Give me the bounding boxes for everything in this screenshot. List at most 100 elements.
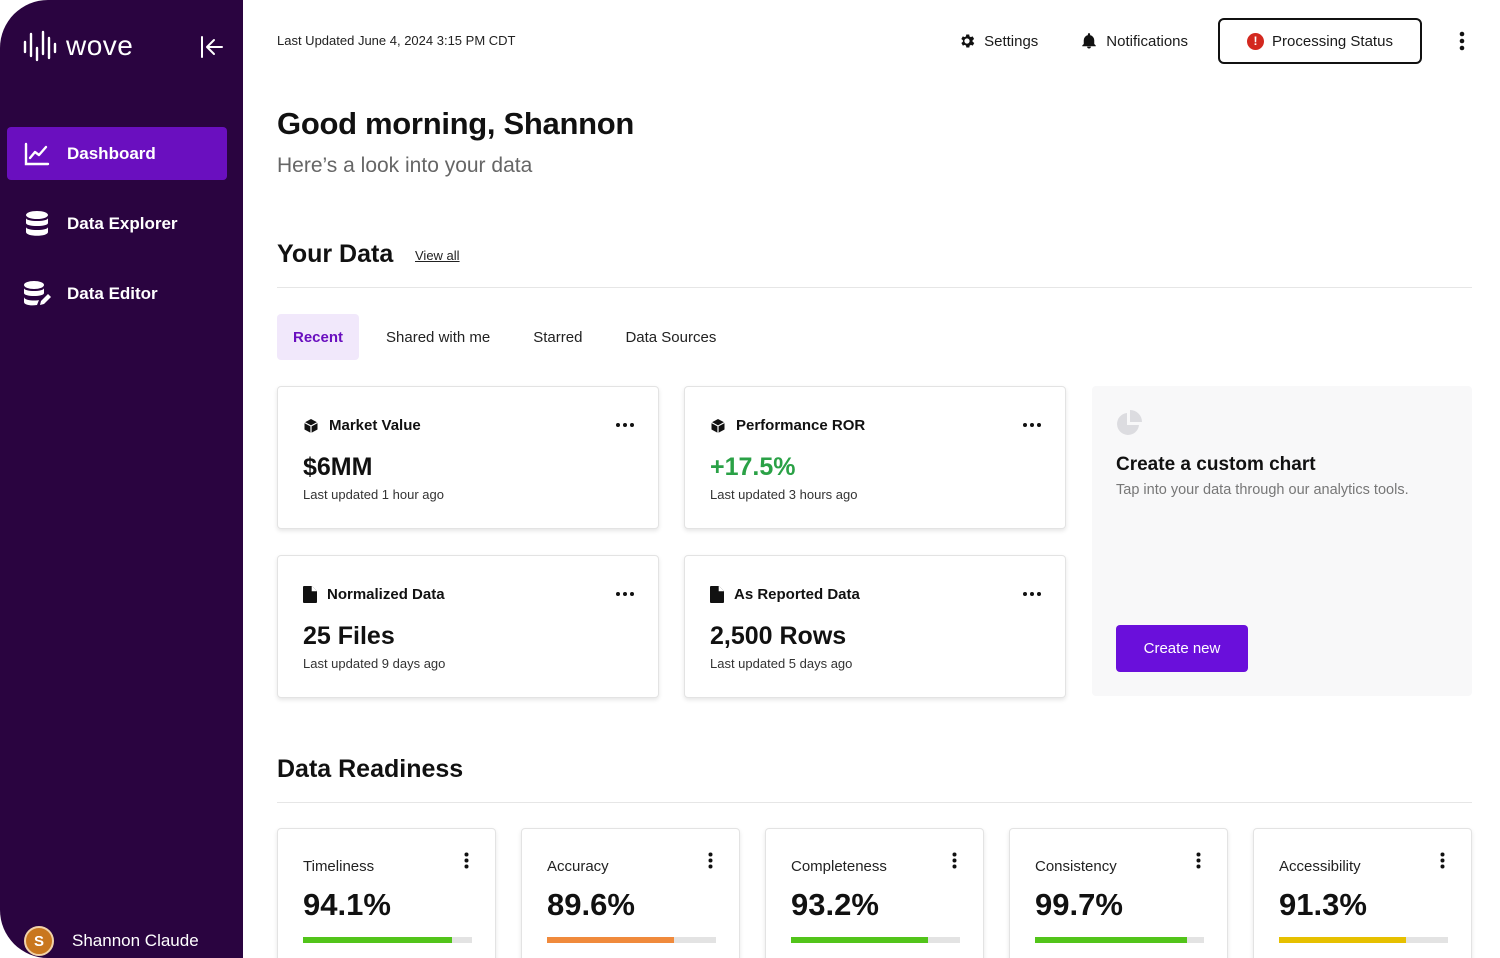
- card-value: 25 Files: [303, 622, 395, 650]
- card-title: Normalized Data: [327, 586, 445, 603]
- bell-icon: [1082, 33, 1097, 49]
- more-horizontal-icon[interactable]: [1021, 584, 1043, 604]
- topbar-actions: Settings Notifications ! Processing Stat…: [958, 18, 1472, 64]
- pie-chart-icon: [1117, 410, 1142, 435]
- file-icon: [710, 586, 724, 603]
- card-header: Market Value: [303, 417, 421, 434]
- more-vertical-icon[interactable]: [1189, 849, 1207, 871]
- custom-chart-title: Create a custom chart: [1116, 454, 1316, 475]
- create-new-button[interactable]: Create new: [1116, 625, 1248, 672]
- card-updated-text: Last updated 5 days ago: [710, 656, 853, 671]
- data-tabs: Recent Shared with me Starred Data Sourc…: [277, 314, 743, 360]
- progress-track: [547, 937, 716, 943]
- progress-fill: [1279, 937, 1406, 943]
- card-header: As Reported Data: [710, 586, 860, 603]
- wove-logo-icon: [23, 30, 57, 62]
- sidebar: wove Dashboard Da: [0, 0, 243, 958]
- card-value: $6MM: [303, 453, 373, 481]
- metric-value: 93.2%: [791, 887, 879, 922]
- sidebar-item-label: Dashboard: [67, 143, 156, 163]
- gear-icon: [961, 34, 975, 48]
- sidebar-item-data-editor[interactable]: Data Editor: [7, 267, 227, 320]
- collapse-sidebar-icon[interactable]: [198, 34, 226, 60]
- your-data-heading: Your Data: [277, 240, 394, 268]
- metric-label: Completeness: [791, 858, 887, 875]
- more-vertical-icon[interactable]: [457, 849, 475, 871]
- card-updated-text: Last updated 1 hour ago: [303, 487, 444, 502]
- progress-fill: [791, 937, 928, 943]
- progress-fill: [1035, 937, 1188, 943]
- data-card-normalized-data[interactable]: Normalized Data 25 Files Last updated 9 …: [277, 555, 659, 698]
- tab-shared-with-me[interactable]: Shared with me: [386, 328, 491, 346]
- metric-card-timeliness[interactable]: Timeliness 94.1%: [277, 828, 496, 958]
- file-icon: [303, 586, 317, 603]
- metric-card-completeness[interactable]: Completeness 93.2%: [765, 828, 984, 958]
- processing-status-label: Processing Status: [1272, 32, 1393, 50]
- card-title: Market Value: [329, 417, 421, 434]
- last-updated-text: Last Updated June 4, 2024 3:15 PM CDT: [277, 33, 516, 48]
- settings-label: Settings: [984, 32, 1039, 50]
- progress-track: [791, 937, 960, 943]
- more-vertical-icon[interactable]: [1433, 849, 1451, 871]
- sidebar-item-data-explorer[interactable]: Data Explorer: [7, 197, 227, 250]
- card-value: 2,500 Rows: [710, 622, 847, 650]
- custom-chart-subtitle: Tap into your data through our analytics…: [1116, 482, 1409, 498]
- metric-label: Timeliness: [303, 858, 375, 875]
- user-name: Shannon Claude: [72, 931, 199, 950]
- database-icon: [23, 210, 51, 238]
- processing-status-button[interactable]: ! Processing Status: [1218, 18, 1422, 64]
- metric-value: 89.6%: [547, 887, 635, 922]
- metric-label: Consistency: [1035, 858, 1117, 875]
- data-card-performance-ror[interactable]: Performance ROR +17.5% Last updated 3 ho…: [684, 386, 1066, 529]
- progress-fill: [303, 937, 452, 943]
- card-value: +17.5%: [710, 453, 796, 481]
- metric-label: Accessibility: [1279, 858, 1361, 875]
- database-edit-icon: [23, 280, 51, 308]
- sidebar-item-label: Data Explorer: [67, 213, 178, 233]
- more-horizontal-icon[interactable]: [1021, 415, 1043, 435]
- page-subtitle: Here’s a look into your data: [277, 154, 533, 177]
- line-chart-icon: [23, 140, 51, 168]
- metric-value: 94.1%: [303, 887, 391, 922]
- metric-card-accessibility[interactable]: Accessibility 91.3%: [1253, 828, 1472, 958]
- more-vertical-icon[interactable]: [701, 849, 719, 871]
- notifications-button[interactable]: Notifications: [1080, 32, 1188, 50]
- card-header: Normalized Data: [303, 586, 445, 603]
- brand[interactable]: wove: [22, 26, 133, 66]
- progress-track: [303, 937, 472, 943]
- card-title: As Reported Data: [734, 586, 860, 603]
- page-title: Good morning, Shannon: [277, 106, 635, 141]
- card-updated-text: Last updated 3 hours ago: [710, 487, 858, 502]
- settings-button[interactable]: Settings: [958, 32, 1038, 50]
- tab-recent[interactable]: Recent: [277, 314, 360, 360]
- user-profile[interactable]: S Shannon Claude: [24, 926, 199, 956]
- tab-data-sources[interactable]: Data Sources: [625, 328, 717, 346]
- metric-card-consistency[interactable]: Consistency 99.7%: [1009, 828, 1228, 958]
- divider: [277, 287, 1472, 288]
- data-readiness-heading: Data Readiness: [277, 755, 464, 783]
- more-vertical-icon[interactable]: [945, 849, 963, 871]
- more-options-icon[interactable]: [1452, 26, 1472, 56]
- brand-name: wove: [66, 30, 134, 61]
- tab-starred[interactable]: Starred: [533, 328, 583, 346]
- view-all-link[interactable]: View all: [415, 248, 460, 263]
- data-card-market-value[interactable]: Market Value $6MM Last updated 1 hour ag…: [277, 386, 659, 529]
- metric-value: 99.7%: [1035, 887, 1123, 922]
- alert-icon: !: [1247, 32, 1265, 50]
- progress-track: [1035, 937, 1204, 943]
- metric-card-accuracy[interactable]: Accuracy 89.6%: [521, 828, 740, 958]
- metric-label: Accuracy: [547, 858, 609, 875]
- data-card-as-reported-data[interactable]: As Reported Data 2,500 Rows Last updated…: [684, 555, 1066, 698]
- notifications-label: Notifications: [1106, 32, 1188, 50]
- cube-icon: [304, 418, 318, 433]
- sidebar-nav: Dashboard Data Explorer Dat: [7, 127, 227, 337]
- card-header: Performance ROR: [710, 417, 865, 434]
- avatar: S: [24, 926, 54, 956]
- metric-value: 91.3%: [1279, 887, 1367, 922]
- more-horizontal-icon[interactable]: [614, 415, 636, 435]
- cube-icon: [711, 418, 725, 433]
- progress-fill: [547, 937, 674, 943]
- sidebar-item-dashboard[interactable]: Dashboard: [7, 127, 227, 180]
- progress-track: [1279, 937, 1448, 943]
- more-horizontal-icon[interactable]: [614, 584, 636, 604]
